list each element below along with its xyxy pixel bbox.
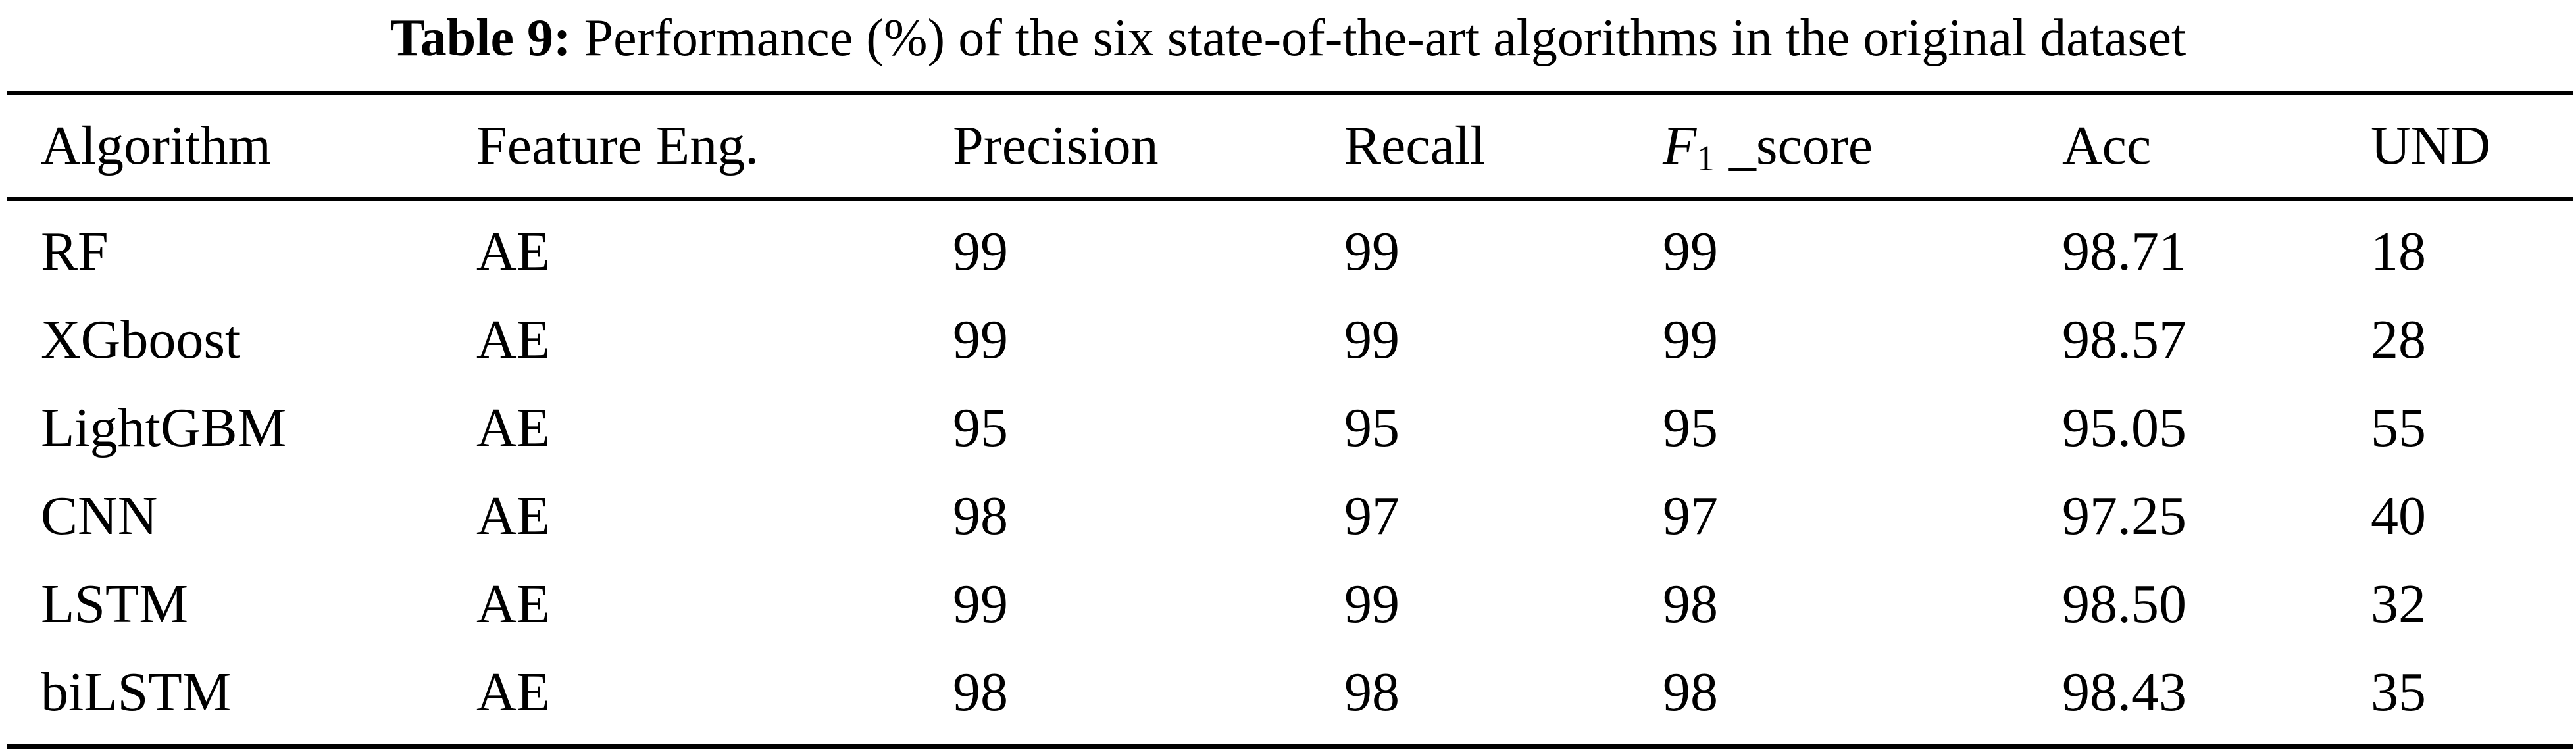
cell-algorithm: biLSTM bbox=[41, 662, 232, 723]
f1-symbol: F bbox=[1663, 115, 1697, 176]
cell-acc: 97.25 bbox=[2062, 485, 2186, 547]
cell-algorithm: XGboost bbox=[41, 309, 241, 370]
cell-feature-eng: AE bbox=[476, 309, 550, 370]
cell-und: 28 bbox=[2371, 309, 2426, 370]
cell-precision: 98 bbox=[953, 662, 1008, 723]
cell-und: 18 bbox=[2371, 221, 2426, 282]
cell-f1-score: 99 bbox=[1663, 221, 1718, 282]
cell-f1-score: 95 bbox=[1663, 397, 1718, 458]
f1-suffix: _score bbox=[1714, 115, 1873, 176]
cell-und: 55 bbox=[2371, 397, 2426, 458]
table-row: LightGBM AE 95 95 95 95.05 55 bbox=[0, 392, 2576, 464]
header-feature-eng: Feature Eng. bbox=[476, 115, 759, 176]
cell-acc: 98.57 bbox=[2062, 309, 2186, 370]
cell-f1-score: 98 bbox=[1663, 662, 1718, 723]
cell-algorithm: CNN bbox=[41, 485, 158, 547]
cell-acc: 98.71 bbox=[2062, 221, 2186, 282]
header-recall: Recall bbox=[1344, 115, 1486, 176]
cell-acc: 98.50 bbox=[2062, 573, 2186, 635]
cell-feature-eng: AE bbox=[476, 397, 550, 458]
table-caption: Table 9: Performance (%) of the six stat… bbox=[0, 5, 2576, 71]
cell-und: 40 bbox=[2371, 485, 2426, 547]
cell-recall: 97 bbox=[1344, 485, 1400, 547]
table-row: LSTM AE 99 99 98 98.50 32 bbox=[0, 568, 2576, 641]
table-row: XGboost AE 99 99 99 98.57 28 bbox=[0, 304, 2576, 376]
header-precision: Precision bbox=[953, 115, 1159, 176]
cell-acc: 98.43 bbox=[2062, 662, 2186, 723]
cell-feature-eng: AE bbox=[476, 573, 550, 635]
header-f1-score: F1 _score bbox=[1663, 110, 1873, 195]
cell-algorithm: LSTM bbox=[41, 573, 189, 635]
cell-feature-eng: AE bbox=[476, 662, 550, 723]
header-und: UND bbox=[2371, 115, 2490, 176]
caption-label: Table 9: bbox=[390, 9, 571, 67]
cell-recall: 95 bbox=[1344, 397, 1400, 458]
cell-acc: 95.05 bbox=[2062, 397, 2186, 458]
cell-recall: 99 bbox=[1344, 221, 1400, 282]
table-header-row: Algorithm Feature Eng. Precision Recall … bbox=[0, 110, 2576, 182]
f1-subscript: 1 bbox=[1696, 138, 1715, 178]
cell-feature-eng: AE bbox=[476, 485, 550, 547]
cell-recall: 98 bbox=[1344, 662, 1400, 723]
cell-recall: 99 bbox=[1344, 309, 1400, 370]
cell-precision: 98 bbox=[953, 485, 1008, 547]
bottom-rule bbox=[7, 744, 2573, 749]
cell-algorithm: LightGBM bbox=[41, 397, 287, 458]
table-row: RF AE 99 99 99 98.71 18 bbox=[0, 216, 2576, 288]
caption-text: Performance (%) of the six state-of-the-… bbox=[570, 9, 2186, 67]
cell-precision: 99 bbox=[953, 309, 1008, 370]
cell-recall: 99 bbox=[1344, 573, 1400, 635]
cell-feature-eng: AE bbox=[476, 221, 550, 282]
cell-precision: 95 bbox=[953, 397, 1008, 458]
cell-precision: 99 bbox=[953, 573, 1008, 635]
header-algorithm: Algorithm bbox=[41, 115, 271, 176]
table-row: CNN AE 98 97 97 97.25 40 bbox=[0, 480, 2576, 552]
cell-und: 35 bbox=[2371, 662, 2426, 723]
cell-algorithm: RF bbox=[41, 221, 109, 282]
header-acc: Acc bbox=[2062, 115, 2152, 176]
cell-f1-score: 97 bbox=[1663, 485, 1718, 547]
cell-precision: 99 bbox=[953, 221, 1008, 282]
header-rule bbox=[7, 197, 2573, 201]
cell-und: 32 bbox=[2371, 573, 2426, 635]
cell-f1-score: 99 bbox=[1663, 309, 1718, 370]
cell-f1-score: 98 bbox=[1663, 573, 1718, 635]
table-row: biLSTM AE 98 98 98 98.43 35 bbox=[0, 656, 2576, 729]
top-rule bbox=[7, 91, 2573, 95]
